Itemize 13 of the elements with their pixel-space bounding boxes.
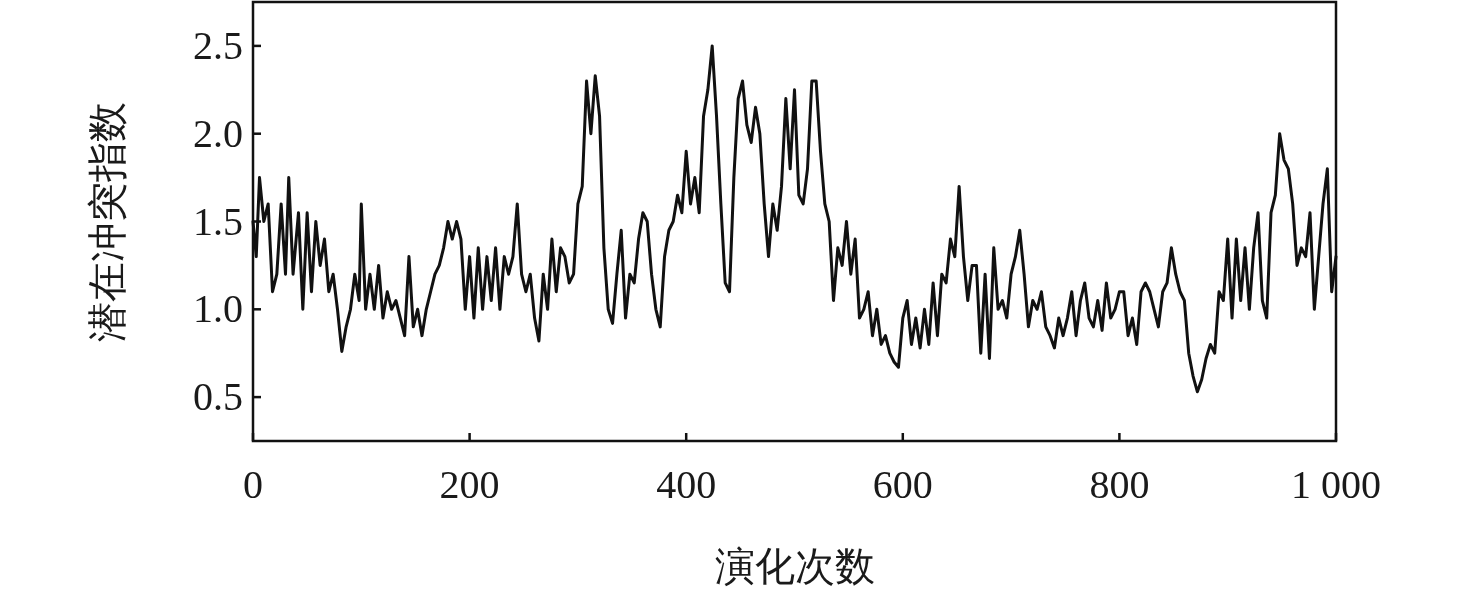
y-tick-label: 0.5 [193,374,243,420]
y-tick-label: 1.0 [193,286,243,332]
x-tick-label: 200 [439,462,500,507]
x-tick-label: 600 [872,462,933,507]
x-tick-label: 1 000 [1291,462,1381,507]
x-tick-label: 0 [243,462,263,507]
y-axis-title: 潜在冲突指数 [85,101,130,342]
y-tick-label: 2.5 [193,22,243,68]
y-tick-label: 1.5 [193,198,243,244]
y-tick-label: 2.0 [193,110,243,156]
x-axis-title: 演化次数 [714,544,875,589]
x-tick-label: 800 [1089,462,1150,507]
x-tick-label: 400 [656,462,717,507]
